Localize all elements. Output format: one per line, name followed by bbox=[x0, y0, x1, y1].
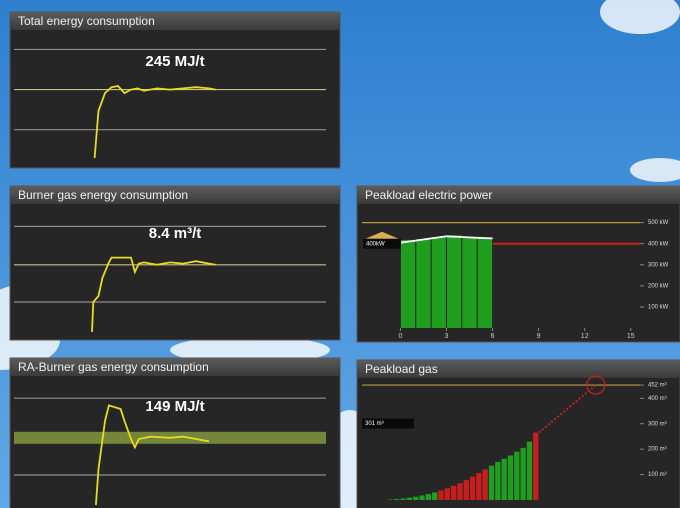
bar bbox=[507, 455, 514, 500]
series-line bbox=[538, 384, 597, 434]
panel-title-bar bbox=[357, 186, 680, 204]
bar bbox=[419, 495, 425, 500]
y-tick-label: 300 m³ bbox=[648, 421, 667, 427]
y-tick-label: 400 m³ bbox=[648, 396, 667, 402]
series-line bbox=[91, 256, 216, 333]
series-line bbox=[95, 404, 210, 506]
marker-arrow bbox=[363, 231, 401, 240]
x-tick-label: 3 bbox=[445, 333, 449, 340]
bar bbox=[520, 447, 526, 500]
bar bbox=[495, 461, 501, 500]
headline-value: 245 MJ/t bbox=[145, 53, 204, 70]
x-tick-label: 6 bbox=[491, 333, 495, 340]
panel: Peakload electric power 500 kW 400 kW 300 k… bbox=[356, 185, 680, 343]
bar bbox=[477, 238, 493, 328]
panel-title-bar bbox=[10, 186, 340, 204]
panel-title: Burner gas energy consumption bbox=[18, 188, 188, 202]
headline-value: 149 MJ/t bbox=[145, 398, 204, 415]
bar bbox=[462, 236, 477, 328]
y-tick-label: 452 m³ bbox=[648, 383, 667, 389]
bar bbox=[533, 432, 539, 500]
panel-title: RA-Burner gas energy consumption bbox=[18, 360, 209, 374]
bar bbox=[387, 499, 394, 500]
bar bbox=[463, 480, 469, 500]
bar bbox=[438, 490, 444, 500]
y-tick-label: 100 kW bbox=[648, 305, 669, 311]
y-tick-label: 400 kW bbox=[648, 241, 669, 247]
panel-title: Peakload electric power bbox=[365, 188, 492, 202]
bar bbox=[444, 488, 450, 500]
panel-title: Total energy consumption bbox=[18, 14, 155, 28]
panel-title-bar bbox=[10, 358, 340, 376]
bar bbox=[488, 465, 495, 500]
y-tick-label: 500 kW bbox=[648, 220, 669, 226]
x-tick-label: 0 bbox=[398, 333, 402, 340]
y-tick-label: 300 kW bbox=[648, 262, 669, 268]
series-line bbox=[400, 235, 493, 244]
marker-box bbox=[362, 418, 414, 429]
panel: Peakload gas 452 m³ 400 m³ 300 m³ 200 m³ 100 … bbox=[356, 359, 680, 508]
bar bbox=[446, 235, 462, 328]
bar bbox=[526, 441, 533, 500]
bar bbox=[476, 473, 482, 500]
bar bbox=[400, 498, 406, 500]
marker-label: 400kW bbox=[366, 241, 385, 247]
bar bbox=[432, 492, 438, 500]
panels: Total energy consumption 245 MJ/t Burner g… bbox=[9, 11, 680, 508]
x-tick-label: 9 bbox=[537, 333, 541, 340]
y-tick-label: 100 m³ bbox=[648, 472, 667, 478]
marker-label: 301 m³ bbox=[365, 421, 384, 427]
bar bbox=[413, 496, 419, 500]
x-tick-label: 12 bbox=[581, 333, 589, 340]
bar bbox=[431, 237, 446, 328]
bar bbox=[416, 239, 431, 328]
series-line bbox=[93, 85, 216, 159]
panel: RA-Burner gas energy consumption 149 MJ/t bbox=[9, 357, 341, 508]
marker-box bbox=[363, 238, 401, 249]
bar bbox=[482, 469, 488, 500]
headline-value: 8.4 m³/t bbox=[149, 225, 202, 242]
bar bbox=[514, 451, 520, 500]
y-tick-label: 200 kW bbox=[648, 283, 669, 289]
panel-title-bar bbox=[357, 360, 680, 378]
bar bbox=[457, 483, 463, 500]
panel: Total energy consumption 245 MJ/t bbox=[9, 11, 341, 169]
y-tick-label: 200 m³ bbox=[648, 447, 667, 453]
panel-body bbox=[9, 185, 341, 341]
bar bbox=[469, 476, 476, 500]
panel: Burner gas energy consumption 8.4 m³/t bbox=[9, 185, 341, 341]
bar bbox=[425, 493, 431, 500]
x-tick-label: 15 bbox=[627, 333, 635, 340]
bar bbox=[450, 485, 457, 500]
bar bbox=[406, 497, 413, 500]
bar bbox=[394, 498, 400, 500]
panel-title: Peakload gas bbox=[365, 362, 438, 376]
panel-title-bar bbox=[10, 12, 340, 30]
bar bbox=[400, 239, 416, 328]
forecast-end bbox=[586, 375, 606, 395]
bar bbox=[501, 458, 507, 500]
